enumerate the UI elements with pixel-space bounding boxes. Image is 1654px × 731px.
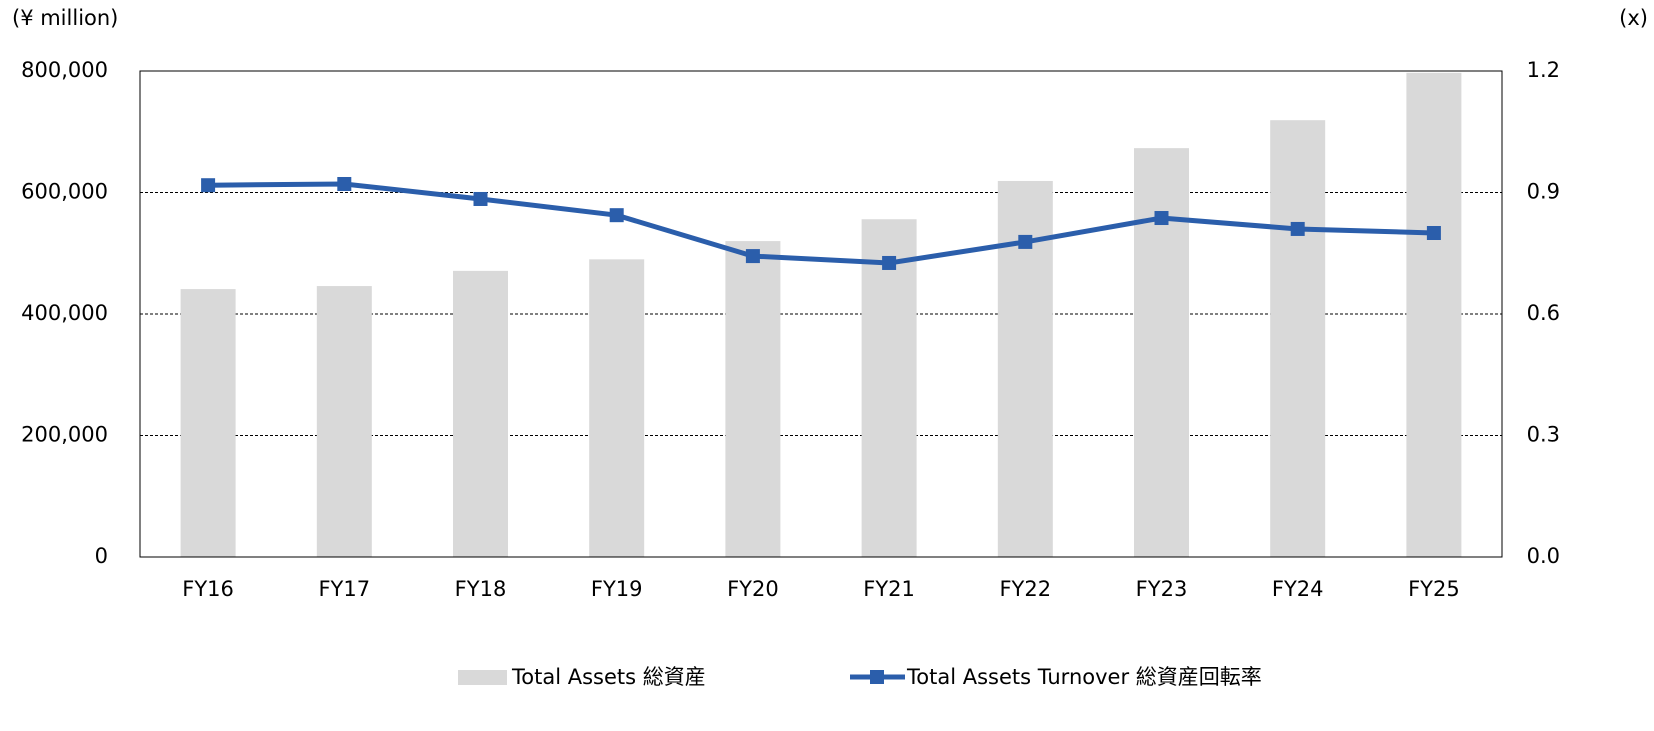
x-tick-label: FY24 xyxy=(1272,577,1324,601)
legend-label: Total Assets 総資産 xyxy=(511,665,706,689)
line-marker xyxy=(1426,226,1441,240)
y2-tick-label: 0.0 xyxy=(1527,544,1560,568)
line-marker xyxy=(337,176,352,191)
y-axis-label: (¥ million) xyxy=(12,6,118,30)
plot-border xyxy=(139,70,1503,558)
line-marker xyxy=(882,255,897,270)
y2-tick-label: 0.9 xyxy=(1527,180,1560,204)
x-tick-label: FY20 xyxy=(727,577,779,601)
y2-tick-label: 0.6 xyxy=(1527,301,1560,325)
bar xyxy=(725,241,781,557)
bar xyxy=(861,219,917,558)
x-tick-label: FY19 xyxy=(591,577,643,601)
line xyxy=(208,181,1434,266)
bar xyxy=(453,270,508,557)
y2-tick-label: 0.3 xyxy=(1527,423,1560,447)
line-marker xyxy=(1290,221,1305,236)
bar xyxy=(316,286,372,557)
bar xyxy=(1406,72,1462,557)
legend-swatch xyxy=(458,670,507,685)
bar xyxy=(180,289,236,557)
y-tick-label: 400,000 xyxy=(21,301,108,325)
y2-axis-label: (x) xyxy=(1619,6,1648,30)
y-tick-label: 800,000 xyxy=(21,58,108,82)
y-tick-label: 0 xyxy=(95,544,108,568)
y2-tick-label: 1.2 xyxy=(1527,58,1560,82)
line-marker xyxy=(201,178,216,193)
x-tick-label: FY17 xyxy=(318,577,370,601)
bar xyxy=(1134,148,1189,557)
legend-marker xyxy=(870,670,884,684)
line-marker xyxy=(609,208,624,223)
bar xyxy=(589,259,645,557)
y-tick-label: 600,000 xyxy=(21,180,108,204)
x-tick-label: FY23 xyxy=(1136,577,1188,601)
x-tick-label: FY18 xyxy=(455,577,507,601)
x-tick-label: FY25 xyxy=(1408,577,1460,601)
y-tick-label: 200,000 xyxy=(21,423,108,447)
line-marker xyxy=(473,191,488,206)
x-tick-label: FY22 xyxy=(999,577,1051,601)
bar xyxy=(1270,120,1326,558)
x-tick-label: FY21 xyxy=(863,577,915,601)
line-marker xyxy=(745,249,760,264)
legend-label: Total Assets Turnover 総資産回転率 xyxy=(906,665,1262,689)
line-marker xyxy=(1018,234,1033,249)
line-marker xyxy=(1154,211,1169,226)
x-tick-label: FY16 xyxy=(182,577,234,601)
